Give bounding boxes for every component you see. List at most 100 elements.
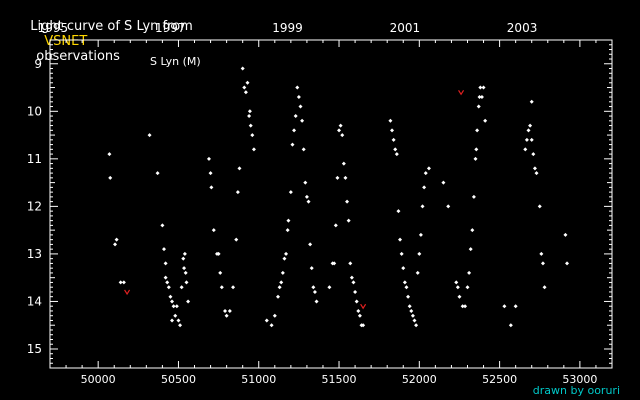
observation-point — [208, 171, 213, 176]
observation-point — [407, 304, 412, 309]
observation-point — [272, 313, 277, 318]
observation-point — [441, 180, 446, 185]
observation-point — [475, 128, 480, 133]
observation-point — [288, 190, 293, 195]
observation-point — [301, 147, 306, 152]
observation-point — [277, 285, 282, 290]
observation-point — [171, 304, 176, 309]
observation-point — [285, 228, 290, 233]
observation-point — [404, 285, 409, 290]
observation-point — [563, 232, 568, 237]
observation-point — [269, 323, 274, 328]
observation-point — [423, 171, 428, 176]
observation-point — [460, 304, 465, 309]
observation-point — [529, 99, 534, 104]
x-tick-label: 51500 — [322, 373, 357, 386]
observation-point — [529, 137, 534, 142]
observation-point — [240, 66, 245, 71]
observation-point — [298, 104, 303, 109]
y-tick-label: 14 — [27, 294, 42, 308]
observation-point — [223, 308, 228, 313]
y-tick-label: 9 — [34, 57, 42, 71]
observation-point — [394, 152, 399, 157]
x-tick-label: 52000 — [402, 373, 437, 386]
observation-point — [209, 185, 214, 190]
observation-point — [206, 156, 211, 161]
x-tick-label: 51000 — [241, 373, 276, 386]
title-prefix: Light curve of S Lyn from — [30, 19, 193, 34]
observation-point — [401, 266, 406, 271]
observation-point — [211, 228, 216, 233]
observation-point — [351, 280, 356, 285]
observation-point — [418, 232, 423, 237]
observation-point — [247, 109, 252, 114]
observation-point — [147, 133, 152, 138]
x-tick-label: 52500 — [482, 373, 517, 386]
observation-point — [457, 294, 462, 299]
observation-point — [463, 304, 468, 309]
observation-point — [182, 266, 187, 271]
observation-point — [476, 104, 481, 109]
observation-point — [412, 318, 417, 323]
observation-point — [537, 204, 542, 209]
observation-point — [293, 114, 298, 119]
observation-point — [396, 209, 401, 214]
observation-point — [357, 313, 362, 318]
year-label: 1995 — [38, 21, 69, 35]
observation-point — [335, 175, 340, 180]
observation-point — [354, 299, 359, 304]
observation-point — [264, 318, 269, 323]
observation-point — [455, 285, 460, 290]
observation-point — [107, 152, 112, 157]
observation-point — [242, 85, 247, 90]
plot-frame — [49, 39, 613, 369]
observation-point — [345, 199, 350, 204]
observation-point — [473, 156, 478, 161]
observation-point — [184, 280, 189, 285]
y-tick-label: 10 — [27, 104, 42, 118]
observation-point — [286, 218, 291, 223]
observation-point — [248, 123, 253, 128]
observation-point — [306, 199, 311, 204]
observation-point — [340, 133, 345, 138]
observation-point — [303, 180, 308, 185]
observation-point — [163, 261, 168, 266]
y-tick-label: 13 — [27, 247, 42, 261]
observation-point — [454, 280, 459, 285]
observation-point — [426, 166, 431, 171]
observation-point — [479, 95, 484, 100]
observation-point — [471, 194, 476, 199]
observation-point — [467, 270, 472, 275]
observation-point — [356, 308, 361, 313]
observation-point — [415, 270, 420, 275]
credit-label: drawn by ooruri — [532, 384, 620, 397]
x-tick-label: 50000 — [81, 373, 116, 386]
observation-point — [284, 251, 289, 256]
observation-point — [523, 147, 528, 152]
observation-point — [534, 171, 539, 176]
observation-point — [391, 137, 396, 142]
observation-point — [170, 318, 175, 323]
observation-point — [183, 270, 188, 275]
observation-point — [300, 118, 305, 123]
observation-point — [470, 228, 475, 233]
observation-point — [216, 251, 221, 256]
observation-point — [114, 237, 119, 242]
observation-point — [186, 299, 191, 304]
observation-point — [163, 275, 168, 280]
year-label: 2003 — [507, 21, 538, 35]
observation-point — [341, 161, 346, 166]
observation-point — [390, 128, 395, 133]
observation-point — [179, 285, 184, 290]
observation-point — [409, 308, 414, 313]
observation-point — [398, 237, 403, 242]
observation-point — [353, 289, 358, 294]
observation-point — [332, 261, 337, 266]
x-tick-label: 50500 — [161, 373, 196, 386]
observation-point — [524, 137, 529, 142]
observation-point — [349, 275, 354, 280]
observation-point — [162, 247, 167, 252]
observation-point — [446, 204, 451, 209]
observation-point — [399, 251, 404, 256]
year-label: 1997 — [155, 21, 186, 35]
